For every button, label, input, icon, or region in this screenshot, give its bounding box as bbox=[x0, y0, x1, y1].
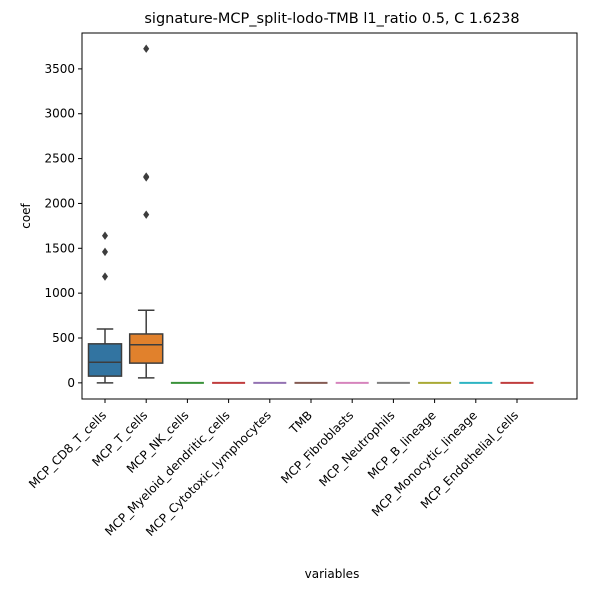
outlier-point bbox=[101, 247, 109, 257]
box-group bbox=[128, 44, 164, 379]
x-axis: MCP_CD8_T_cellsMCP_T_cellsMCP_NK_cellsMC… bbox=[26, 399, 521, 539]
x-tick-label: TMB bbox=[286, 408, 315, 437]
plot-frame bbox=[81, 32, 578, 400]
y-tick-label: 1500 bbox=[44, 241, 75, 255]
outlier-point bbox=[101, 272, 109, 281]
y-tick-label: 3500 bbox=[44, 62, 75, 76]
outlier-point bbox=[101, 231, 109, 240]
y-axis: 0 500 1000 1500 2000 2500 3000 3500 bbox=[44, 62, 82, 390]
y-tick-label: 2500 bbox=[44, 152, 75, 166]
chart-title: signature-MCP_split-lodo-TMB l1_ratio 0.… bbox=[144, 11, 519, 27]
y-tick-label: 2000 bbox=[44, 196, 75, 210]
x-tick-label: MCP_Neutrophils bbox=[316, 408, 397, 489]
x-axis-label: variables bbox=[305, 567, 360, 581]
y-tick-label: 500 bbox=[52, 331, 75, 345]
y-tick-label: 3000 bbox=[44, 107, 75, 121]
plot-area bbox=[87, 44, 534, 384]
box-body bbox=[87, 343, 123, 377]
y-tick-label: 0 bbox=[67, 376, 75, 390]
outlier-point bbox=[143, 172, 150, 181]
outlier-point bbox=[143, 210, 150, 219]
x-tick-label: MCP_Fibroblasts bbox=[278, 408, 356, 486]
y-axis-label: coef bbox=[19, 202, 33, 228]
outlier-point bbox=[143, 44, 150, 53]
x-tick-label: MCP_CD8_T_cells bbox=[26, 408, 109, 491]
box-body bbox=[128, 333, 164, 364]
y-tick-label: 1000 bbox=[44, 286, 75, 300]
box-group bbox=[87, 231, 123, 384]
